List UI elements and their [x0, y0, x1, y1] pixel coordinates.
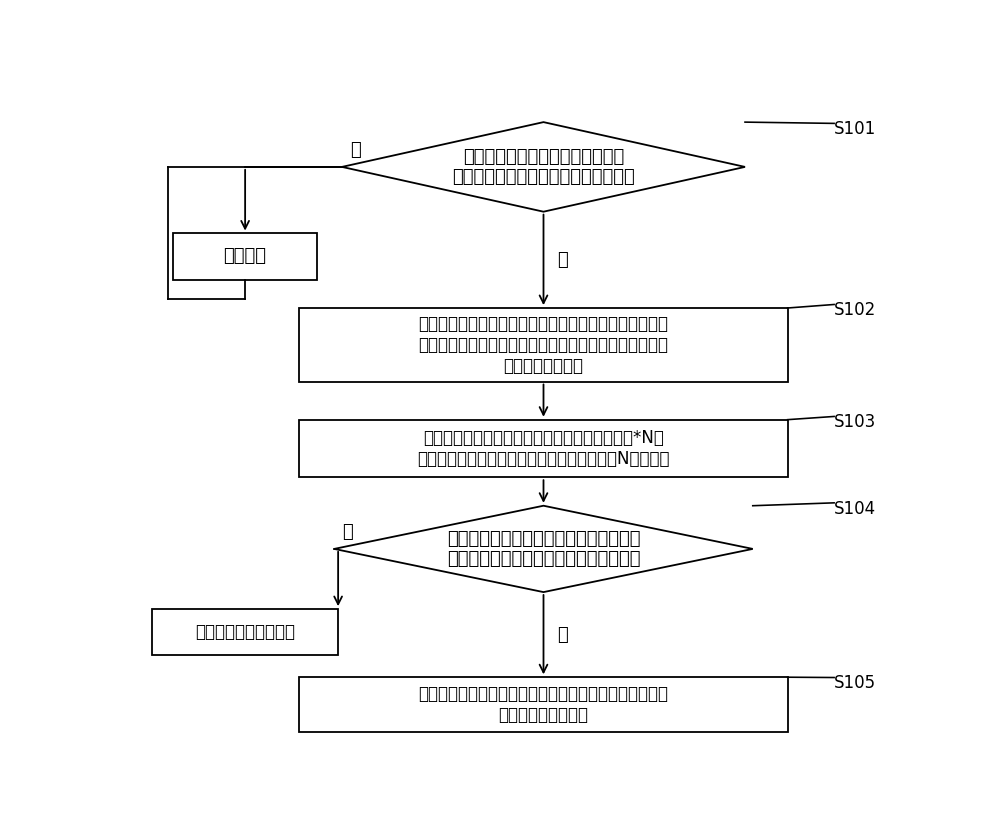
Text: 否: 否 [350, 141, 360, 160]
Text: 制热等待: 制热等待 [224, 248, 267, 265]
Text: 是: 是 [342, 524, 353, 541]
FancyBboxPatch shape [299, 420, 788, 477]
Text: 是: 是 [557, 251, 568, 269]
Text: 当制热时间达到第二预定时间＋（预设时间间隔*N）
时，检测室外换热器的当前温度，其中，所述N为正整数: 当制热时间达到第二预定时间＋（预设时间间隔*N） 时，检测室外换热器的当前温度，… [417, 429, 670, 468]
Text: S101: S101 [834, 120, 876, 138]
FancyBboxPatch shape [299, 308, 788, 381]
Text: 将室外风机的当前转速增加预设转速，直至室外风机的当
前转速达到目标转速: 将室外风机的当前转速增加预设转速，直至室外风机的当 前转速达到目标转速 [418, 685, 668, 724]
Text: 否: 否 [557, 626, 568, 644]
Text: S103: S103 [834, 413, 876, 431]
Text: 判断室外换热器的最低温度与室外换热器
的当前温度之间的差值是否小于预设温差: 判断室外换热器的最低温度与室外换热器 的当前温度之间的差值是否小于预设温差 [447, 529, 640, 568]
Text: 室外风机保持当前转速: 室外风机保持当前转速 [195, 623, 295, 641]
Text: S104: S104 [834, 499, 876, 518]
Text: 持续检测室外换热器的温度直至制热时间达到第二预设时
间时，记录室外换热器的最低温度，其中，第一预设时间
小于第二预设时间: 持续检测室外换热器的温度直至制热时间达到第二预设时 间时，记录室外换热器的最低温… [418, 315, 668, 375]
Text: S105: S105 [834, 674, 876, 692]
Polygon shape [334, 506, 753, 593]
Polygon shape [342, 122, 745, 212]
FancyBboxPatch shape [152, 609, 338, 655]
Text: 当空调器进入制热模式时，判断空
调器的制热时间是否达到第一预设时间: 当空调器进入制热模式时，判断空 调器的制热时间是否达到第一预设时间 [452, 148, 635, 186]
FancyBboxPatch shape [299, 677, 788, 731]
FancyBboxPatch shape [173, 234, 317, 279]
Text: S102: S102 [834, 302, 876, 319]
